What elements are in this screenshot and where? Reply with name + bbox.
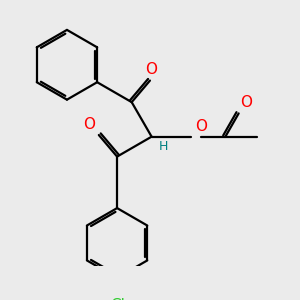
Text: H: H (159, 140, 168, 153)
Text: O: O (240, 95, 252, 110)
Text: Cl: Cl (110, 298, 124, 300)
Text: O: O (145, 62, 157, 77)
Text: O: O (83, 117, 95, 132)
Text: O: O (196, 119, 208, 134)
